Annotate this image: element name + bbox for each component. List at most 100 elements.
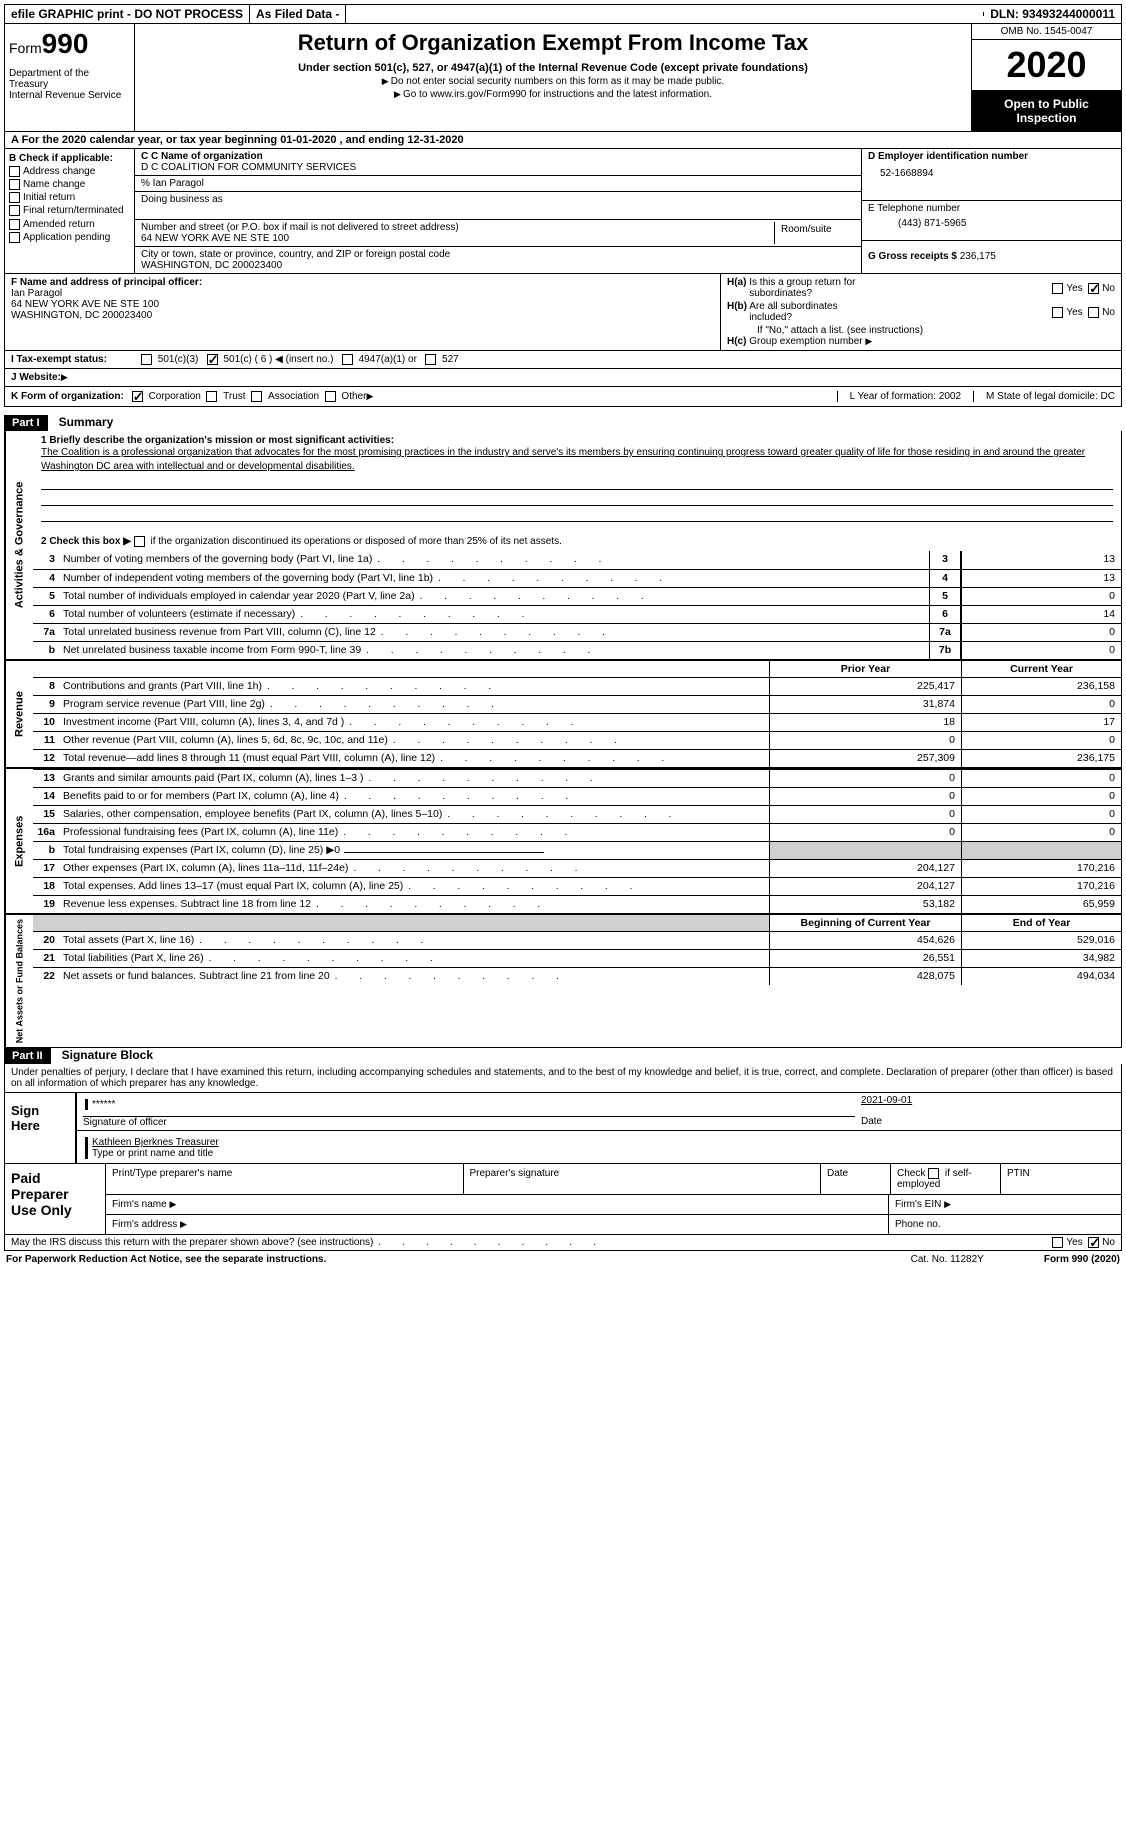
j-label: J Website: <box>11 372 61 383</box>
opt-amended[interactable]: Amended return <box>9 219 130 230</box>
status-4947[interactable] <box>342 354 353 365</box>
g-label: G Gross receipts $ <box>868 251 957 262</box>
row-22: 22Net assets or fund balances. Subtract … <box>33 967 1121 985</box>
omb-number: OMB No. 1545-0047 <box>972 24 1121 40</box>
m-label: M State of legal domicile: DC <box>973 391 1115 402</box>
section-expenses: Expenses 13Grants and similar amounts pa… <box>4 768 1122 914</box>
typed-label: Type or print name and title <box>92 1148 1115 1159</box>
opt-address-change[interactable]: Address change <box>9 166 130 177</box>
paid-prep-label: PaidPreparerUse Only <box>5 1164 105 1234</box>
row-a: A For the 2020 calendar year, or tax yea… <box>4 132 1122 149</box>
vlabel-net: Net Assets or Fund Balances <box>5 915 33 1047</box>
self-employed-check[interactable] <box>928 1168 939 1179</box>
f-addr1: 64 NEW YORK AVE NE STE 100 <box>11 299 714 310</box>
top-bar: efile GRAPHIC print - DO NOT PROCESS As … <box>4 4 1122 24</box>
gov-row-7a: 7aTotal unrelated business revenue from … <box>33 623 1121 641</box>
check-b-label: B Check if applicable: <box>9 153 130 164</box>
sig-officer-label: Signature of officer <box>83 1116 855 1128</box>
date-label: Date <box>855 1116 1115 1128</box>
tax-status-row: I Tax-exempt status: 501(c)(3) 501(c) ( … <box>4 351 1122 369</box>
row-20: 20Total assets (Part X, line 16)454,6265… <box>33 931 1121 949</box>
efile-label: efile GRAPHIC print - DO NOT PROCESS <box>5 5 250 23</box>
k-assoc[interactable] <box>251 391 262 402</box>
row-9: 9Program service revenue (Part VIII, lin… <box>33 695 1121 713</box>
g-value: 236,175 <box>960 251 996 262</box>
k-other[interactable] <box>325 391 336 402</box>
typed-name: Kathleen Bjerknes Treasurer <box>92 1137 1115 1148</box>
d-label: D Employer identification number <box>868 151 1115 162</box>
city-label: City or town, state or province, country… <box>141 249 855 260</box>
gov-row-b: bNet unrelated business taxable income f… <box>33 641 1121 659</box>
opt-name-change[interactable]: Name change <box>9 179 130 190</box>
opt-pending[interactable]: Application pending <box>9 232 130 243</box>
hb-yes[interactable] <box>1052 307 1063 318</box>
website-row: J Website: <box>4 369 1122 387</box>
status-501c[interactable] <box>207 354 218 365</box>
f-addr2: WASHINGTON, DC 200023400 <box>11 310 714 321</box>
row-15: 15Salaries, other compensation, employee… <box>33 805 1121 823</box>
f-name: Ian Paragol <box>11 288 714 299</box>
hb-note: If "No," attach a list. (see instruction… <box>727 325 1115 336</box>
section-governance: Activities & Governance 1 Briefly descri… <box>4 431 1122 660</box>
sig-date: 2021-09-01 <box>855 1095 1115 1112</box>
bottom-line: For Paperwork Reduction Act Notice, see … <box>4 1251 1122 1268</box>
tax-year: 2020 <box>972 40 1121 91</box>
irs-link[interactable]: www.irs.gov/Form990 <box>430 89 526 100</box>
opt-initial-return[interactable]: Initial return <box>9 192 130 203</box>
q2-checkbox[interactable] <box>134 536 145 547</box>
row-b: bTotal fundraising expenses (Part IX, co… <box>33 841 1121 859</box>
status-527[interactable] <box>425 354 436 365</box>
row-8: 8Contributions and grants (Part VIII, li… <box>33 677 1121 695</box>
section-f-h: F Name and address of principal officer:… <box>4 274 1122 351</box>
street-label: Number and street (or P.O. box if mail i… <box>141 222 774 233</box>
row-10: 10Investment income (Part VIII, column (… <box>33 713 1121 731</box>
gov-row-3: 3Number of voting members of the governi… <box>33 551 1121 569</box>
ha-no[interactable] <box>1088 283 1099 294</box>
signature-block: Under penalties of perjury, I declare th… <box>4 1064 1122 1164</box>
perjury-declaration: Under penalties of perjury, I declare th… <box>5 1064 1121 1093</box>
k-corp[interactable] <box>132 391 143 402</box>
form-title: Return of Organization Exempt From Incom… <box>145 30 961 56</box>
cat-no: Cat. No. 11282Y <box>911 1254 984 1265</box>
discuss-yes[interactable] <box>1052 1237 1063 1248</box>
paperwork-notice: For Paperwork Reduction Act Notice, see … <box>6 1254 326 1265</box>
k-trust[interactable] <box>206 391 217 402</box>
dept-label: Department of theTreasuryInternal Revenu… <box>9 68 130 101</box>
row-k: K Form of organization: Corporation Trus… <box>4 387 1122 407</box>
vlabel-exp: Expenses <box>5 769 33 913</box>
form-prefix: Form <box>9 40 42 56</box>
phone-value: (443) 871-5965 <box>868 214 1115 229</box>
goto-suffix: for instructions and the latest informat… <box>526 89 712 100</box>
k-label: K Form of organization: <box>11 391 124 402</box>
ha-yes[interactable] <box>1052 283 1063 294</box>
row-21: 21Total liabilities (Part X, line 26)26,… <box>33 949 1121 967</box>
col-end: End of Year <box>961 915 1121 931</box>
discuss-no[interactable] <box>1088 1237 1099 1248</box>
vlabel-rev: Revenue <box>5 661 33 767</box>
pct-name: % Ian Paragol <box>135 176 861 192</box>
row-18: 18Total expenses. Add lines 13–17 (must … <box>33 877 1121 895</box>
p-name-label: Print/Type preparer's name <box>106 1164 464 1194</box>
c-label: C Name of organization <box>151 151 263 162</box>
goto-prefix: Go to <box>403 89 430 100</box>
p-date-label: Date <box>821 1164 891 1194</box>
row-14: 14Benefits paid to or for members (Part … <box>33 787 1121 805</box>
status-501c3[interactable] <box>141 354 152 365</box>
discuss-row: May the IRS discuss this return with the… <box>4 1235 1122 1251</box>
discuss-q: May the IRS discuss this return with the… <box>11 1237 373 1248</box>
opt-final-return[interactable]: Final return/terminated <box>9 205 130 216</box>
row-19: 19Revenue less expenses. Subtract line 1… <box>33 895 1121 913</box>
row-11: 11Other revenue (Part VIII, column (A), … <box>33 731 1121 749</box>
city-value: WASHINGTON, DC 200023400 <box>141 260 855 271</box>
i-label: I Tax-exempt status: <box>11 354 141 365</box>
l-label: L Year of formation: 2002 <box>837 391 973 402</box>
room-label: Room/suite <box>775 222 855 244</box>
part2-header: Part II <box>4 1048 51 1064</box>
row-17: 17Other expenses (Part IX, column (A), l… <box>33 859 1121 877</box>
hb-no[interactable] <box>1088 307 1099 318</box>
asfiled-label: As Filed Data - <box>250 5 346 23</box>
gov-row-5: 5Total number of individuals employed in… <box>33 587 1121 605</box>
dba-label: Doing business as <box>135 192 861 220</box>
subtitle-2: Do not enter social security numbers on … <box>391 76 724 87</box>
org-name: D C COALITION FOR COMMUNITY SERVICES <box>141 162 855 173</box>
